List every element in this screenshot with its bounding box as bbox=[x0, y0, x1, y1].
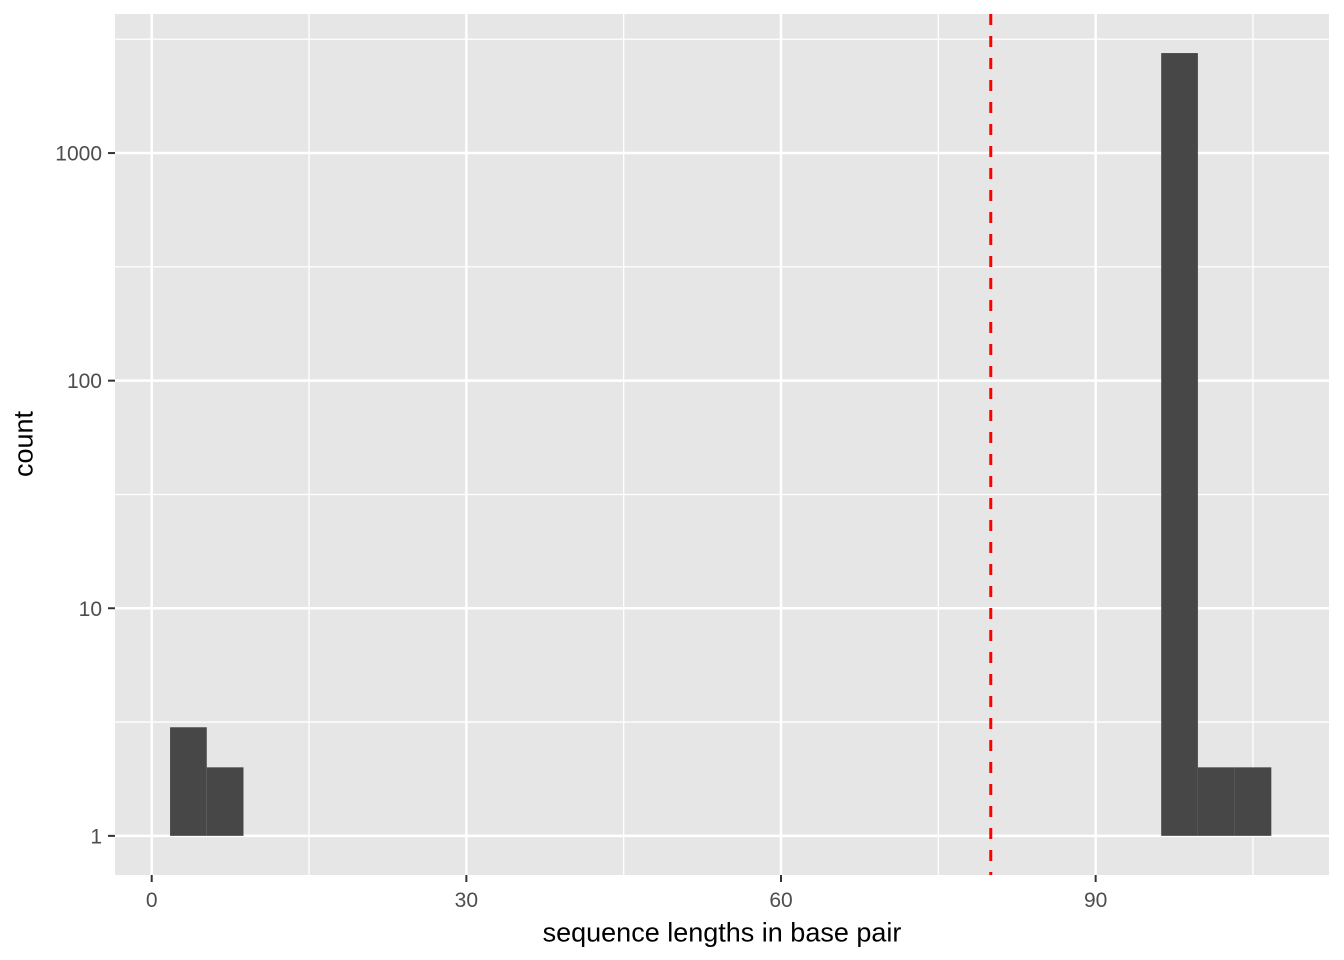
y-tick-label: 1 bbox=[90, 825, 102, 848]
histogram-bar bbox=[1161, 53, 1198, 836]
y-axis-title: count bbox=[8, 410, 39, 478]
histogram-bar bbox=[206, 767, 244, 836]
x-tick-label: 30 bbox=[455, 889, 478, 912]
histogram-bar bbox=[1234, 767, 1272, 836]
histogram-bar bbox=[1197, 767, 1235, 836]
y-tick-label: 1000 bbox=[55, 143, 102, 166]
x-axis-title: sequence lengths in base pair bbox=[542, 917, 902, 948]
x-tick-label: 0 bbox=[146, 889, 158, 912]
histogram-bar bbox=[170, 727, 207, 836]
y-tick-label: 100 bbox=[67, 370, 102, 393]
plot-panel-background bbox=[115, 14, 1329, 875]
x-tick-label: 90 bbox=[1084, 889, 1107, 912]
x-tick-label: 60 bbox=[769, 889, 792, 912]
y-tick-label: 10 bbox=[79, 598, 102, 621]
